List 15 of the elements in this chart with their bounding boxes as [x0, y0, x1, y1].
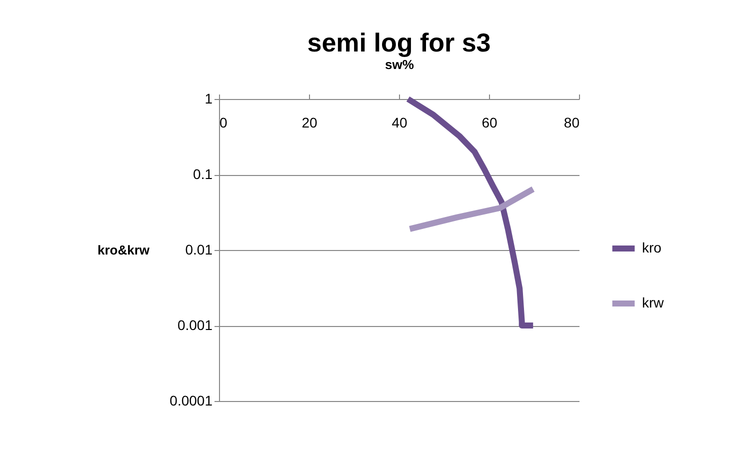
chart-title: semi log for s3 [307, 28, 491, 58]
x-tick-label: 60 [482, 114, 498, 130]
y-tick-label: 0.1 [193, 166, 213, 182]
legend-label: krw [642, 294, 665, 310]
x-tick-label: 20 [302, 114, 318, 130]
x-tick-label: 0 [220, 114, 228, 130]
y-tick-label: 0.01 [185, 242, 213, 258]
y-tick-label: 1 [204, 90, 213, 106]
y-axis-title: kro&krw [97, 242, 150, 258]
x-tick-label: 80 [564, 114, 580, 130]
x-axis-title: sw% [385, 57, 414, 72]
x-tick-label: 40 [392, 114, 408, 130]
y-tick-label: 0.001 [177, 317, 213, 333]
legend-label: kro [642, 240, 662, 256]
y-tick-label: 0.0001 [170, 392, 213, 408]
